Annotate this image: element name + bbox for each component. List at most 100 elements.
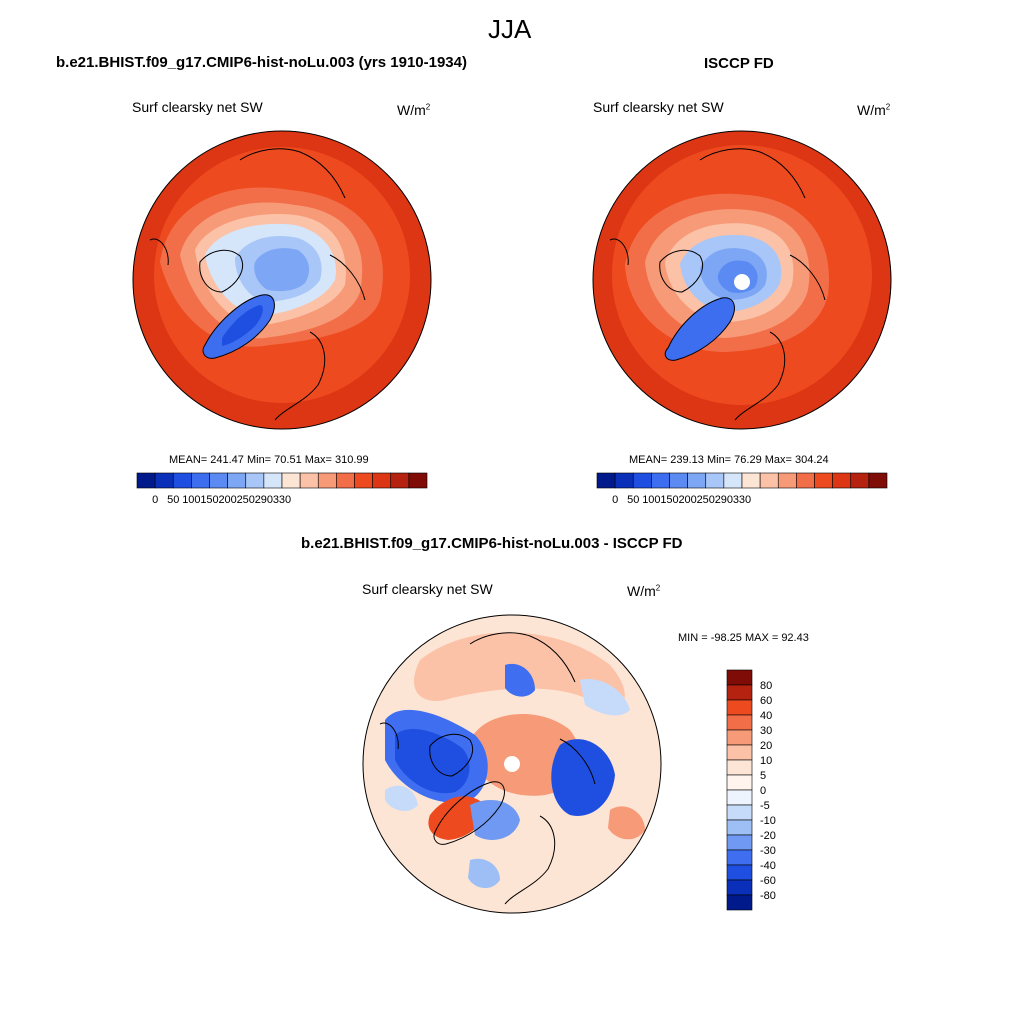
- colorbar-swatch: [832, 472, 852, 489]
- contour-band: [505, 663, 535, 697]
- panel-2-variable-label: Surf clearsky net SW: [593, 99, 724, 115]
- colorbar-swatch: [726, 789, 753, 806]
- missing-data-pole: [734, 274, 750, 290]
- colorbar-swatch: [336, 472, 355, 489]
- panel-2-units-label: W/m2: [857, 102, 890, 118]
- colorbar-swatch: [136, 472, 156, 489]
- colorbar-tick-label: 0: [612, 494, 618, 506]
- colorbar-tick-label: 290: [255, 494, 273, 506]
- colorbar-tick-label: 200: [218, 494, 236, 506]
- colorbar-tick-label: 100: [182, 494, 200, 506]
- colorbar-swatch: [726, 759, 753, 776]
- colorbar-swatch: [726, 699, 753, 716]
- colorbar-swatch: [299, 472, 319, 489]
- colorbar-tick-label: 50: [167, 494, 179, 506]
- colorbar-swatch: [741, 472, 761, 489]
- colorbar-tick-label: -40: [760, 860, 776, 872]
- colorbar-swatch: [723, 472, 743, 489]
- coastlines: [609, 148, 826, 421]
- colorbar-tick-label: 0: [760, 785, 766, 797]
- colorbar-tick-label: 60: [760, 695, 772, 707]
- colorbar-tick-label: -30: [760, 845, 776, 857]
- colorbar-tick-label: -20: [760, 830, 776, 842]
- colorbar-tick-label: 250: [697, 494, 715, 506]
- colorbar-swatch: [726, 879, 753, 896]
- panel-1-variable-label: Surf clearsky net SW: [132, 99, 263, 115]
- colorbar-swatch: [632, 472, 652, 489]
- map-2-frame: [592, 130, 892, 430]
- units-base: W/m: [857, 102, 886, 118]
- units-exponent: 2: [655, 583, 661, 593]
- panel-3-stats: MIN = -98.25 MAX = 92.43: [678, 632, 809, 644]
- greenland-interior: [222, 305, 263, 346]
- colorbar-isccp: 0 50 100 150 200 250 290 330: [596, 472, 888, 506]
- contour-band: [551, 739, 615, 816]
- contour-band: [470, 800, 520, 840]
- coastlines: [379, 632, 596, 905]
- colorbar-swatch: [687, 472, 707, 489]
- colorbar-swatch: [209, 472, 228, 489]
- colorbar-swatch: [726, 744, 753, 761]
- colorbar-tick-label: 200: [678, 494, 696, 506]
- colorbar-tick-label: 330: [273, 494, 291, 506]
- colorbar-swatch: [726, 834, 753, 851]
- colorbar-swatch: [596, 472, 616, 489]
- colorbar-difference: 80 60 40 30 20 10 5 0 -5 -10 -20 -30 -40 -60 -80: [726, 669, 776, 911]
- panel-3-variable-label: Surf clearsky net SW: [362, 581, 493, 597]
- map-isccp: [593, 131, 891, 429]
- colorbar-swatch: [317, 472, 337, 489]
- colorbar-tick-label: -5: [760, 800, 770, 812]
- colorbar-swatch: [726, 804, 753, 821]
- colorbar-tick-label: 250: [237, 494, 255, 506]
- colorbar-tick-label: -60: [760, 875, 776, 887]
- colorbar-swatch: [191, 472, 210, 489]
- colorbar-tick-label: 150: [660, 494, 678, 506]
- missing-data-pole: [504, 756, 520, 772]
- colorbar-swatch: [669, 472, 688, 489]
- colorbar-tick-label: 40: [760, 710, 772, 722]
- colorbar-swatch: [726, 669, 753, 686]
- colorbar-swatch: [726, 819, 753, 836]
- colorbar-swatch: [868, 472, 888, 489]
- colorbar-tick-label: 80: [760, 680, 772, 692]
- colorbar-tick-label: 100: [642, 494, 660, 506]
- colorbar-swatch: [796, 472, 815, 489]
- colorbar-tick-label: -10: [760, 815, 776, 827]
- colorbar-tick-label: 10: [760, 755, 772, 767]
- colorbar-swatch: [850, 472, 870, 489]
- contour-band: [254, 248, 310, 292]
- colorbar-swatch: [759, 472, 779, 489]
- colorbar-swatch: [172, 472, 192, 489]
- map-3-frame: [362, 614, 662, 914]
- units-base: W/m: [627, 583, 656, 599]
- panel-1-heading: b.e21.BHIST.f09_g17.CMIP6-hist-noLu.003 …: [56, 54, 467, 71]
- panel-3-units-label: W/m2: [627, 583, 660, 599]
- colorbar-tick-label: 5: [760, 770, 766, 782]
- colorbar-swatch: [726, 729, 753, 746]
- colorbar-swatch: [726, 714, 753, 731]
- coastlines: [149, 148, 366, 421]
- colorbar-swatch: [726, 894, 753, 911]
- colorbar-swatch: [390, 472, 410, 489]
- contour-band: [580, 679, 630, 716]
- colorbar-tick-label: -80: [760, 890, 776, 902]
- colorbar-swatch: [705, 472, 725, 489]
- colorbar-swatch: [726, 864, 753, 881]
- colorbar-swatch: [372, 472, 392, 489]
- units-base: W/m: [397, 102, 426, 118]
- colorbar-swatch: [726, 774, 753, 791]
- colorbar-tick-label: 330: [733, 494, 751, 506]
- colorbar-swatch: [227, 472, 247, 489]
- colorbar-tick-label: 150: [200, 494, 218, 506]
- colorbar-tick-label: 0: [152, 494, 158, 506]
- colorbar-model: 0 50 100 150 200 250 290 330: [136, 472, 428, 506]
- panel-2-heading: ISCCP FD: [704, 55, 774, 72]
- contour-band: [385, 785, 418, 812]
- units-exponent: 2: [425, 102, 431, 112]
- colorbar-tick-label: 20: [760, 740, 772, 752]
- map-difference: [363, 615, 661, 913]
- colorbar-swatch: [614, 472, 634, 489]
- panel-1-stats: MEAN= 241.47 Min= 70.51 Max= 310.99: [169, 454, 369, 466]
- map-model: [133, 131, 431, 429]
